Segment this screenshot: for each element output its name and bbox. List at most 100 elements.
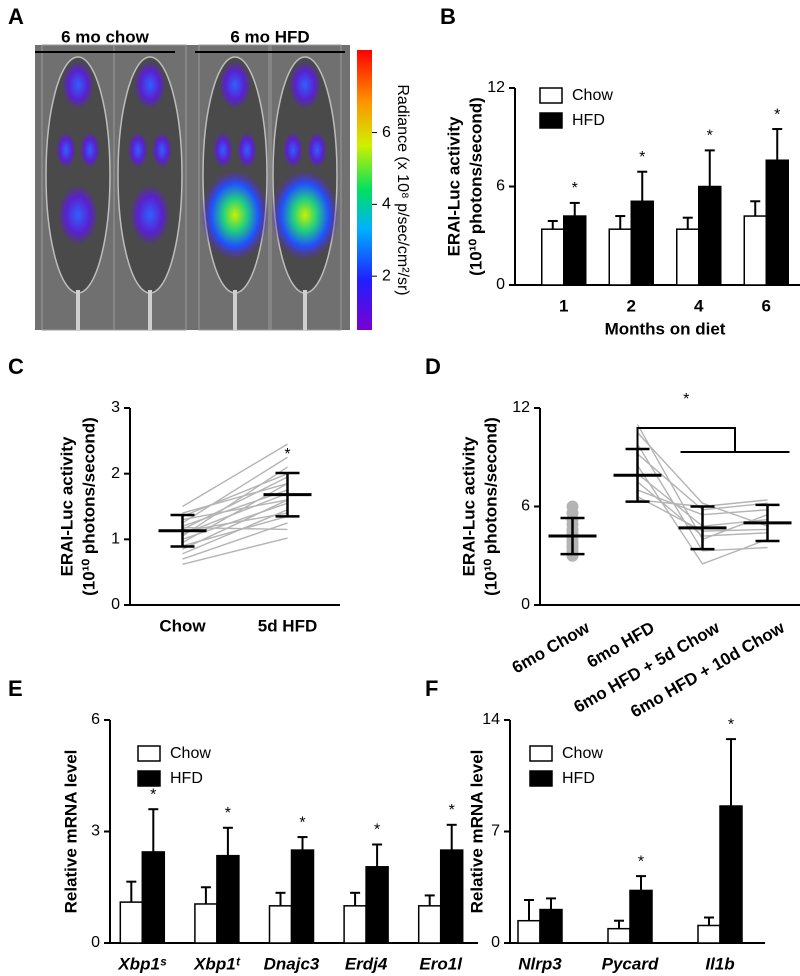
signal bbox=[213, 132, 233, 168]
x-tick-label: Xbp1ᵗ bbox=[193, 954, 241, 973]
group-label: 6 mo HFD bbox=[230, 27, 309, 46]
significance-marker: * bbox=[449, 802, 455, 819]
y-tick-label: 6 bbox=[496, 178, 505, 195]
significance-marker: * bbox=[639, 149, 645, 166]
x-tick-label: 6 bbox=[762, 296, 771, 315]
bar bbox=[216, 854, 240, 944]
y-axis-label: ERAI-Luc activity bbox=[444, 116, 463, 256]
legend-swatch bbox=[529, 745, 553, 762]
significance-marker: * bbox=[299, 814, 305, 831]
legend-swatch bbox=[137, 770, 161, 787]
x-tick-label: Xbp1ˢ bbox=[117, 954, 167, 973]
bar bbox=[141, 851, 166, 944]
subject-line bbox=[182, 482, 288, 514]
colorbar-tick-label: 6 bbox=[382, 124, 391, 141]
legend-label: HFD bbox=[572, 112, 605, 129]
subject-line bbox=[182, 473, 288, 517]
y-tick-label: 6 bbox=[521, 498, 530, 515]
y-tick-label: 3 bbox=[111, 399, 120, 416]
bar bbox=[343, 905, 367, 944]
significance-marker: * bbox=[284, 446, 290, 463]
signal bbox=[80, 132, 100, 168]
y-axis-label: (10¹⁰ photons/second) bbox=[466, 97, 485, 276]
x-tick-label: 1 bbox=[559, 296, 568, 315]
signal bbox=[62, 61, 94, 109]
subject-line bbox=[182, 466, 288, 537]
bar bbox=[541, 228, 565, 286]
signal bbox=[201, 170, 269, 260]
significance-marker: * bbox=[707, 128, 713, 145]
y-tick-label: 12 bbox=[512, 399, 530, 416]
y-tick-label: 2 bbox=[111, 465, 120, 482]
significance-marker: * bbox=[225, 805, 231, 822]
bar bbox=[607, 927, 631, 944]
bar bbox=[194, 903, 218, 944]
significance-marker: * bbox=[374, 822, 380, 839]
bar bbox=[719, 805, 743, 944]
y-tick-label: 0 bbox=[91, 934, 100, 951]
signal bbox=[289, 61, 321, 109]
y-tick-label: 0 bbox=[496, 276, 505, 293]
significance-marker: * bbox=[638, 853, 644, 870]
signal bbox=[219, 61, 251, 109]
colorbar-tick-label: 4 bbox=[382, 196, 391, 213]
x-tick-label: Erdj4 bbox=[345, 954, 388, 973]
panel-letter: E bbox=[8, 676, 23, 701]
signal bbox=[271, 170, 339, 260]
signal bbox=[58, 185, 98, 245]
x-tick-label: Chow bbox=[159, 616, 206, 635]
subject-line bbox=[182, 443, 288, 508]
subject-line bbox=[182, 456, 288, 524]
signal bbox=[130, 185, 170, 245]
legend-swatch bbox=[529, 770, 553, 787]
colorbar-label: Radiance (x 10⁸ p/sec/cm²/sr) bbox=[394, 84, 411, 295]
bar bbox=[517, 919, 541, 944]
y-axis-label: (10¹⁰ photons/second) bbox=[79, 417, 98, 596]
bar bbox=[439, 849, 464, 944]
significance-marker: * bbox=[572, 180, 578, 197]
bar bbox=[290, 849, 315, 944]
signal bbox=[56, 132, 76, 168]
signal bbox=[307, 132, 327, 168]
colorbar bbox=[357, 50, 372, 330]
y-tick-label: 7 bbox=[491, 823, 500, 840]
group-label: 6 mo chow bbox=[61, 27, 150, 46]
x-tick-label: Nlrp3 bbox=[518, 954, 562, 973]
subject-line bbox=[636, 432, 768, 527]
subject-line bbox=[636, 443, 768, 552]
significance-marker: * bbox=[683, 391, 689, 408]
signal bbox=[128, 132, 148, 168]
y-tick-label: 1 bbox=[111, 531, 120, 548]
bar bbox=[417, 905, 442, 944]
significance-marker: * bbox=[728, 716, 734, 733]
bar bbox=[743, 215, 767, 286]
bar bbox=[539, 908, 563, 944]
bar bbox=[608, 228, 632, 286]
bar bbox=[365, 866, 389, 944]
signal bbox=[283, 132, 303, 168]
y-tick-label: 6 bbox=[91, 711, 100, 728]
panel-letter: F bbox=[425, 676, 438, 701]
bar bbox=[629, 889, 653, 944]
bar bbox=[268, 905, 293, 944]
y-tick-label: 14 bbox=[482, 711, 500, 728]
y-axis-label: Relative mRNA level bbox=[61, 750, 80, 914]
y-axis-label: ERAI-Luc activity bbox=[459, 436, 478, 576]
bracket bbox=[636, 427, 736, 452]
legend-label: Chow bbox=[572, 87, 613, 104]
legend-label: Chow bbox=[562, 745, 603, 762]
legend-label: HFD bbox=[170, 770, 203, 787]
subject-line bbox=[182, 502, 288, 540]
panel-letter: C bbox=[8, 354, 24, 379]
y-axis-label: (10¹⁰ photons/second) bbox=[481, 417, 500, 596]
data-point bbox=[566, 500, 579, 513]
y-tick-label: 0 bbox=[491, 934, 500, 951]
x-tick-label: 2 bbox=[627, 296, 636, 315]
y-tick-label: 3 bbox=[91, 823, 100, 840]
signal bbox=[237, 132, 257, 168]
x-tick-label: Dnajc3 bbox=[264, 954, 320, 973]
x-tick-label: Il1b bbox=[705, 954, 734, 973]
legend-swatch bbox=[137, 745, 161, 762]
